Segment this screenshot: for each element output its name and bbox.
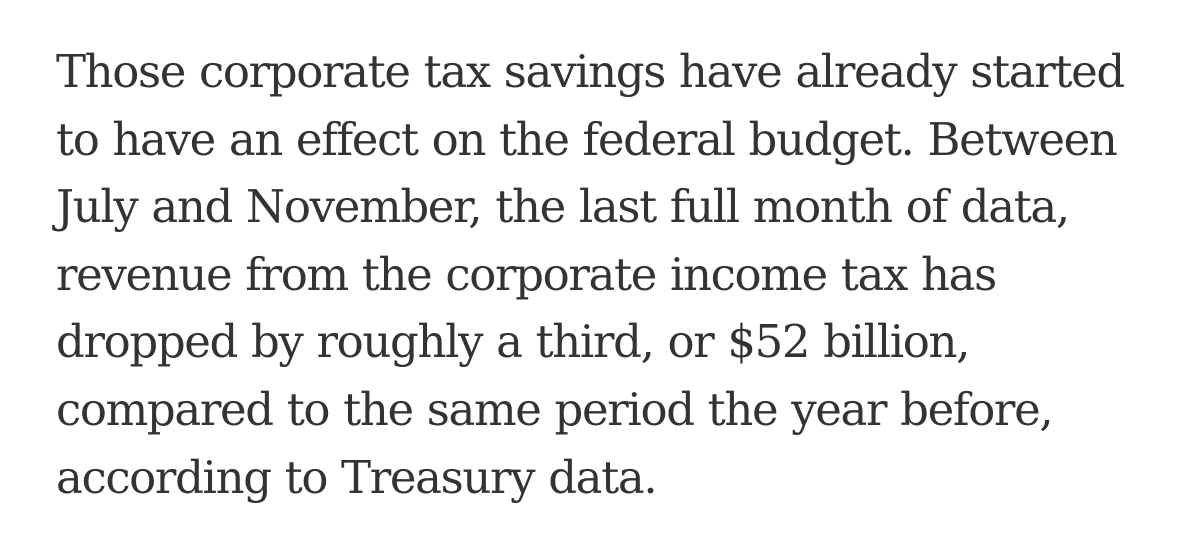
paragraph-line-5: dropped by roughly a third, or $52 billi… <box>56 315 970 369</box>
paragraph-line-7: according to Treasury data. <box>56 450 658 504</box>
paragraph-line-6: compared to the same period the year bef… <box>56 382 1054 436</box>
paragraph-line-4: revenue from the corporate income tax ha… <box>56 247 997 301</box>
paragraph-line-1: Those corporate tax savings have already… <box>56 45 1125 98</box>
article-paragraph: Those corporate tax savings have already… <box>56 38 1176 511</box>
paragraph-line-2: to have an effect on the federal budget.… <box>56 112 1118 166</box>
paragraph-line-3: July and November, the last full month o… <box>56 180 1070 234</box>
